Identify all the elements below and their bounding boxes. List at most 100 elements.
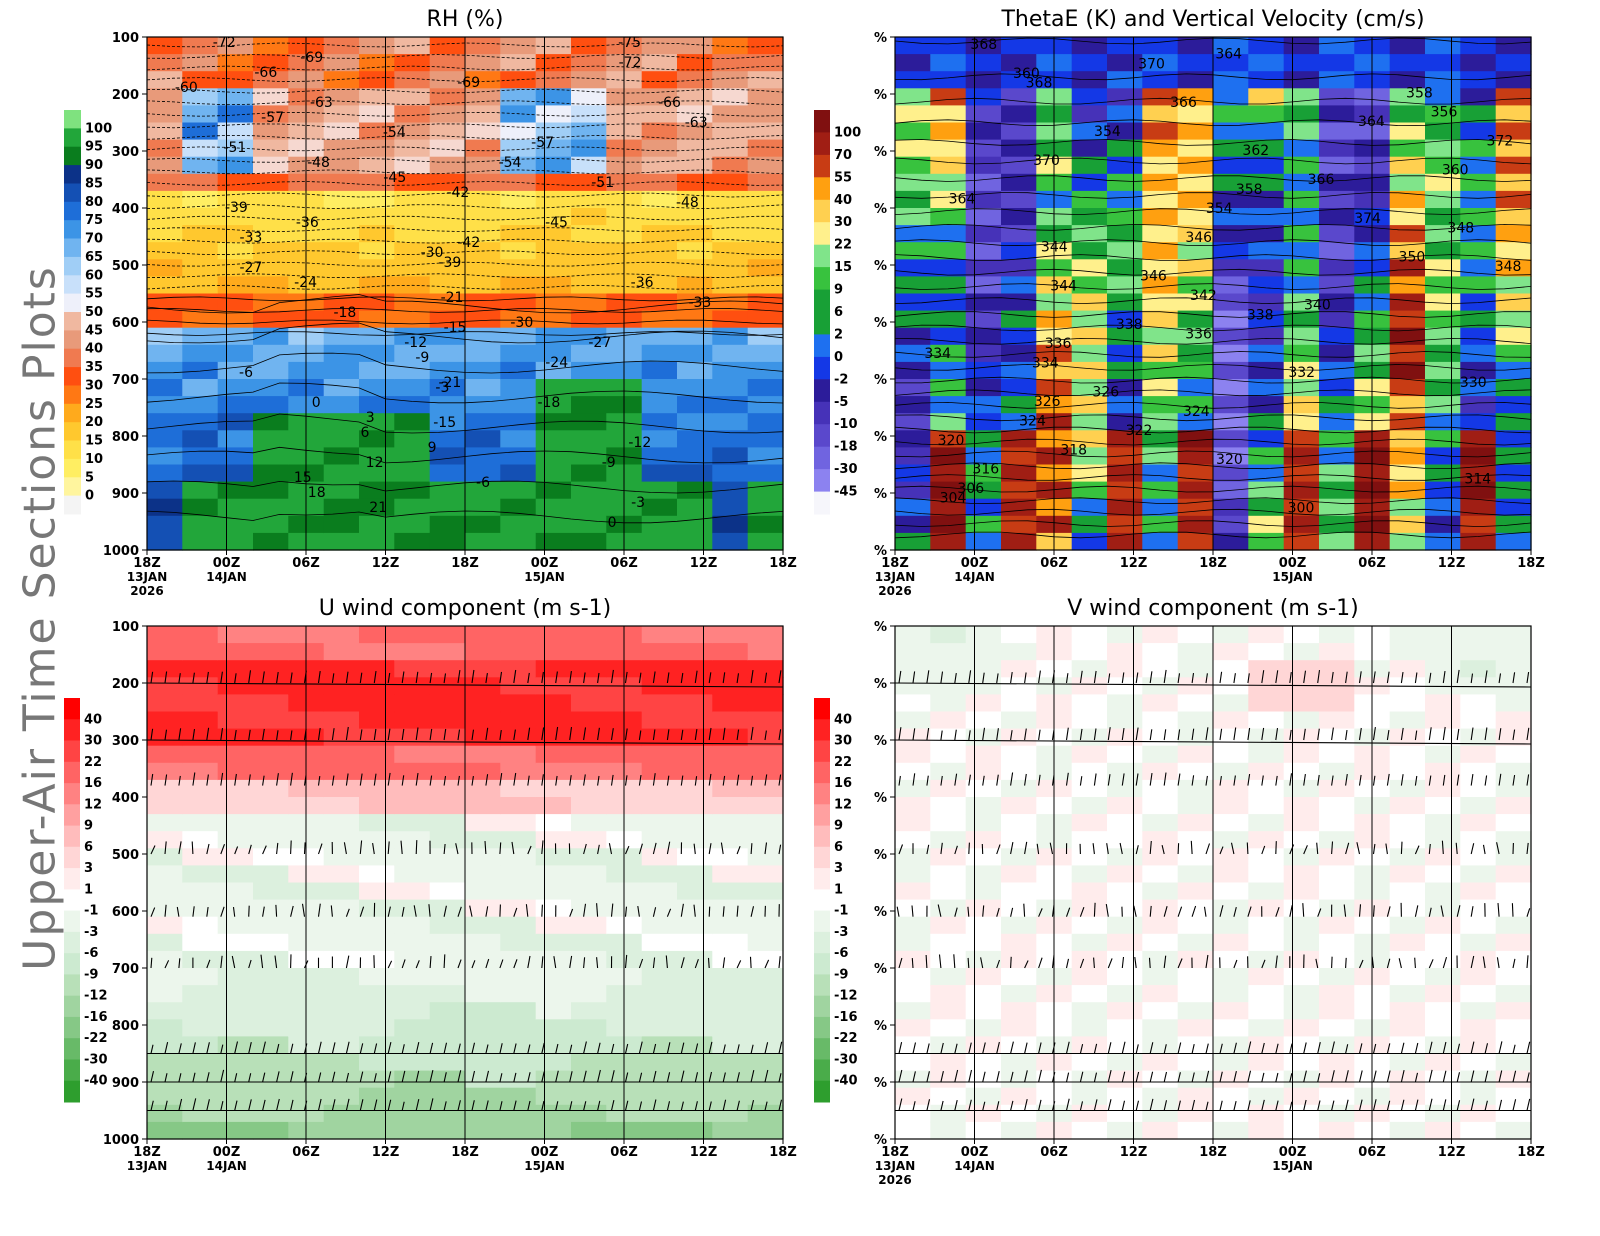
u-wind-barb — [541, 727, 545, 741]
u-field-cell — [323, 762, 360, 781]
u-field-cell — [394, 762, 431, 781]
rh-field-cell — [359, 71, 395, 89]
thetae-field-cell — [1142, 379, 1179, 397]
thetae-field-cell — [930, 54, 967, 72]
u-field-cell — [571, 865, 607, 884]
u-colorbar-label: -30 — [84, 1053, 108, 1068]
v-field-cell — [1283, 797, 1320, 815]
u-wind-barb — [401, 728, 405, 741]
thetae-field-cell — [1425, 54, 1461, 72]
v-wind-barb — [1511, 903, 1514, 917]
u-field-cell — [641, 711, 678, 730]
rh-x-tick-label: 18Z — [133, 556, 161, 571]
thetae-field-cell — [1389, 156, 1426, 175]
rh-field-cell — [323, 208, 360, 226]
thetae-contour-label: 300 — [1288, 500, 1315, 516]
u-field-cell — [217, 1053, 254, 1072]
rh-field-cell — [217, 430, 254, 448]
u-wind-barb — [722, 672, 726, 684]
u-field-cell — [253, 985, 289, 1003]
v-wind-barb — [1386, 906, 1391, 917]
u-field-cell — [535, 626, 572, 644]
thetae-field-cell — [895, 379, 931, 397]
thetae-field-cell — [1248, 54, 1285, 72]
rh-contour-label: -48 — [676, 195, 699, 211]
u-field-cell — [253, 660, 289, 678]
v-wind-barb — [1372, 775, 1376, 786]
thetae-y-tick-label: % — [874, 430, 887, 445]
u-field-cell — [712, 711, 749, 730]
thetae-field-cell — [1389, 190, 1426, 209]
u-field-cell — [359, 1019, 395, 1037]
v-wind-barb — [1163, 955, 1167, 969]
v-field-cell — [1389, 1002, 1426, 1020]
v-wind-barb — [1177, 958, 1183, 969]
v-field-cell — [1495, 814, 1532, 832]
v-field-cell — [1001, 1019, 1037, 1037]
v-wind-barb — [1331, 1070, 1335, 1083]
thetae-field-cell — [1283, 139, 1320, 158]
v-wind-barb — [1261, 1042, 1265, 1054]
thetae-field-cell — [1071, 515, 1108, 534]
v-wind-barb — [1065, 772, 1069, 786]
v-wind-barb — [1177, 1042, 1182, 1054]
v-wind-barb — [1315, 958, 1319, 969]
u-wind-barb — [736, 846, 741, 855]
u-field-cell — [147, 865, 183, 884]
thetae-colorbar-swatch — [814, 132, 830, 156]
v-wind-barb — [1149, 1071, 1154, 1083]
v-field-cell — [1001, 968, 1037, 986]
v-field-cell — [1213, 694, 1249, 713]
v-field-cell — [1107, 643, 1143, 661]
rh-y-tick-label: 900 — [112, 487, 139, 502]
thetae-field-cell — [930, 310, 967, 329]
rh-field-cell — [571, 327, 607, 346]
v-wind-barb — [1331, 841, 1334, 855]
v-wind-barb — [1024, 1070, 1028, 1083]
u-field-cell — [323, 660, 360, 678]
thetae-field-cell — [1283, 515, 1320, 534]
thetae-field-cell — [1389, 361, 1426, 380]
rh-x-date-label: 13JAN — [127, 570, 168, 584]
rh-field-cell — [394, 464, 431, 483]
v-field-cell — [1001, 1104, 1037, 1123]
v-field-cell — [965, 848, 1002, 866]
u-field-cell — [429, 1019, 466, 1037]
v-wind-barb — [1163, 1100, 1168, 1111]
rh-x-tick-label: 06Z — [292, 556, 320, 571]
v-field-cell — [1071, 831, 1108, 849]
v-colorbar-label: -6 — [834, 946, 848, 961]
rh-field-cell — [747, 532, 784, 551]
v-field-cell — [1460, 882, 1497, 901]
u-field-cell — [429, 865, 466, 884]
thetae-field-cell — [1142, 464, 1179, 483]
u-wind-barb — [443, 1072, 447, 1083]
rh-field-cell — [571, 105, 607, 124]
u-wind-barb — [610, 903, 614, 917]
rh-contour-label: 3 — [366, 410, 375, 426]
rh-field-cell — [712, 515, 749, 534]
u-field-cell — [429, 677, 466, 695]
u-field-cell — [359, 882, 395, 901]
rh-field-cell — [641, 208, 678, 226]
u-field-cell — [323, 1002, 360, 1020]
u-wind-barb — [191, 841, 194, 855]
v-field-cell — [1425, 711, 1461, 730]
u-y-tick-label: 600 — [112, 905, 139, 920]
rh-field-cell — [253, 327, 289, 346]
thetae-field-cell — [930, 139, 967, 158]
v-field-cell — [1001, 797, 1037, 815]
thetae-field-cell — [1001, 276, 1037, 295]
u-field-cell — [712, 814, 749, 832]
v-field-cell — [1460, 865, 1497, 884]
u-wind-barb — [401, 959, 406, 969]
u-wind-barb — [234, 1100, 238, 1111]
rh-field-cell — [465, 532, 501, 551]
u-wind-barb — [220, 1044, 224, 1054]
thetae-field-cell — [930, 498, 967, 517]
v-wind-barb — [1317, 774, 1320, 786]
u-wind-barb — [694, 1043, 699, 1054]
v-field-cell — [1283, 814, 1320, 832]
v-wind-barb — [1275, 1100, 1279, 1111]
rh-field-cell — [500, 532, 537, 551]
